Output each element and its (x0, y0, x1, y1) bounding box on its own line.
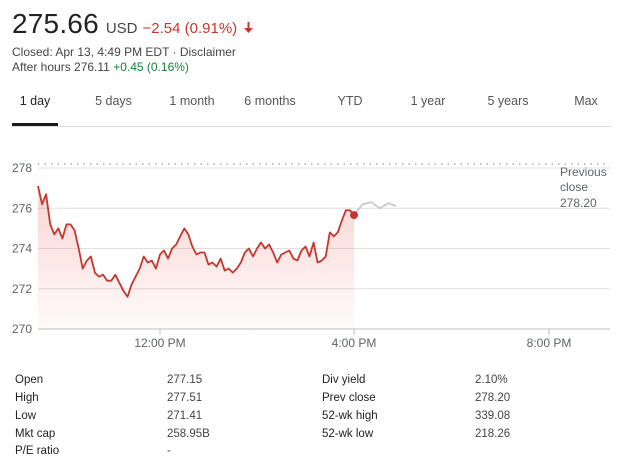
stat-value-pe-ratio: - (167, 445, 171, 457)
stat-value-high: 277.51 (167, 392, 203, 404)
tab-1-month[interactable]: 1 month (162, 86, 222, 125)
y-tick-label: 278 (12, 161, 32, 175)
closed-info: Closed: Apr 13, 4:49 PM EDT · Disclaimer (12, 45, 236, 59)
tab-label: 6 months (244, 94, 296, 108)
x-tick-label: 12:00 PM (134, 336, 185, 350)
current-price: 275.66 (12, 8, 99, 39)
arrow-down-icon (243, 21, 254, 39)
stat-value-mkt-cap: 258.95B (167, 428, 210, 440)
tab-label: 1 day (19, 94, 51, 108)
tab-1-year[interactable]: 1 year (403, 86, 453, 125)
stat-label-open: Open (15, 374, 44, 386)
regular-session-line (37, 185, 355, 298)
price-chart[interactable]: 278 276 274 272 270 12:00 PM 4:00 PM 8:00 PM Pre… (0, 150, 625, 360)
key-stats: Open 277.15 High 277.51 Low 271.41 Mkt c… (0, 370, 625, 465)
stat-label-52wk-low: 52-wk low (322, 428, 374, 440)
tab-label: 1 year (410, 94, 446, 108)
previous-close-value: 278.20 (560, 196, 597, 210)
stat-value-low: 271.41 (167, 410, 203, 422)
y-tick-label: 274 (12, 242, 32, 256)
previous-close-label: Previous (560, 165, 607, 179)
y-tick-label: 272 (12, 282, 32, 296)
y-tick-label: 270 (12, 322, 32, 336)
after-hours-label: After hours 276.11 (12, 60, 110, 74)
stat-value-div-yield: 2.10% (475, 374, 508, 386)
stat-label-mkt-cap: Mkt cap (15, 428, 56, 440)
tab-5-days[interactable]: 5 days (86, 86, 141, 125)
price-line: 275.66 USD −2.54 (0.91%) (12, 8, 612, 40)
x-tick-label: 8:00 PM (527, 336, 572, 350)
tab-5-years[interactable]: 5 years (480, 86, 536, 125)
tab-label: Max (574, 94, 598, 108)
after-hours-info: After hours 276.11 +0.45 (0.16%) (12, 60, 612, 75)
stat-label-52wk-high: 52-wk high (322, 410, 378, 422)
stat-label-low: Low (15, 410, 37, 422)
range-tabs: 1 day 5 days 1 month 6 months YTD 1 year… (12, 86, 612, 127)
active-tab-indicator (12, 123, 58, 126)
price-chart-svg: 278 276 274 272 270 12:00 PM 4:00 PM 8:00 PM Pre… (12, 161, 610, 350)
stat-value-52wk-high: 339.08 (475, 410, 511, 422)
stat-label-div-yield: Div yield (322, 374, 366, 386)
last-price-dot (350, 211, 358, 220)
tab-label: 5 years (487, 94, 529, 108)
regular-session-area (38, 186, 354, 329)
tab-6-months[interactable]: 6 months (238, 86, 302, 125)
stat-value-prev-close: 278.20 (475, 392, 511, 404)
stat-label-high: High (15, 392, 39, 404)
tab-ytd[interactable]: YTD (330, 86, 370, 125)
after-hours-line (353, 201, 397, 216)
tab-label: YTD (337, 94, 363, 108)
stat-value-52wk-low: 218.26 (475, 428, 511, 440)
after-hours-change: +0.45 (0.16%) (113, 60, 189, 74)
stat-label-pe-ratio: P/E ratio (15, 445, 60, 457)
tab-label: 1 month (169, 94, 215, 108)
currency-label: USD (105, 20, 138, 37)
stat-label-prev-close: Prev close (322, 392, 376, 404)
previous-close-label: close (560, 180, 588, 194)
y-tick-label: 276 (12, 201, 32, 215)
quote-header: 275.66 USD −2.54 (0.91%) Closed: Apr 13,… (12, 8, 612, 75)
stat-value-open: 277.15 (167, 374, 203, 386)
x-tick-label: 4:00 PM (332, 336, 377, 350)
tab-1-day[interactable]: 1 day (12, 86, 58, 126)
tab-label: 5 days (95, 94, 132, 108)
tab-max[interactable]: Max (568, 86, 604, 125)
price-change: −2.54 (0.91%) (142, 20, 238, 37)
